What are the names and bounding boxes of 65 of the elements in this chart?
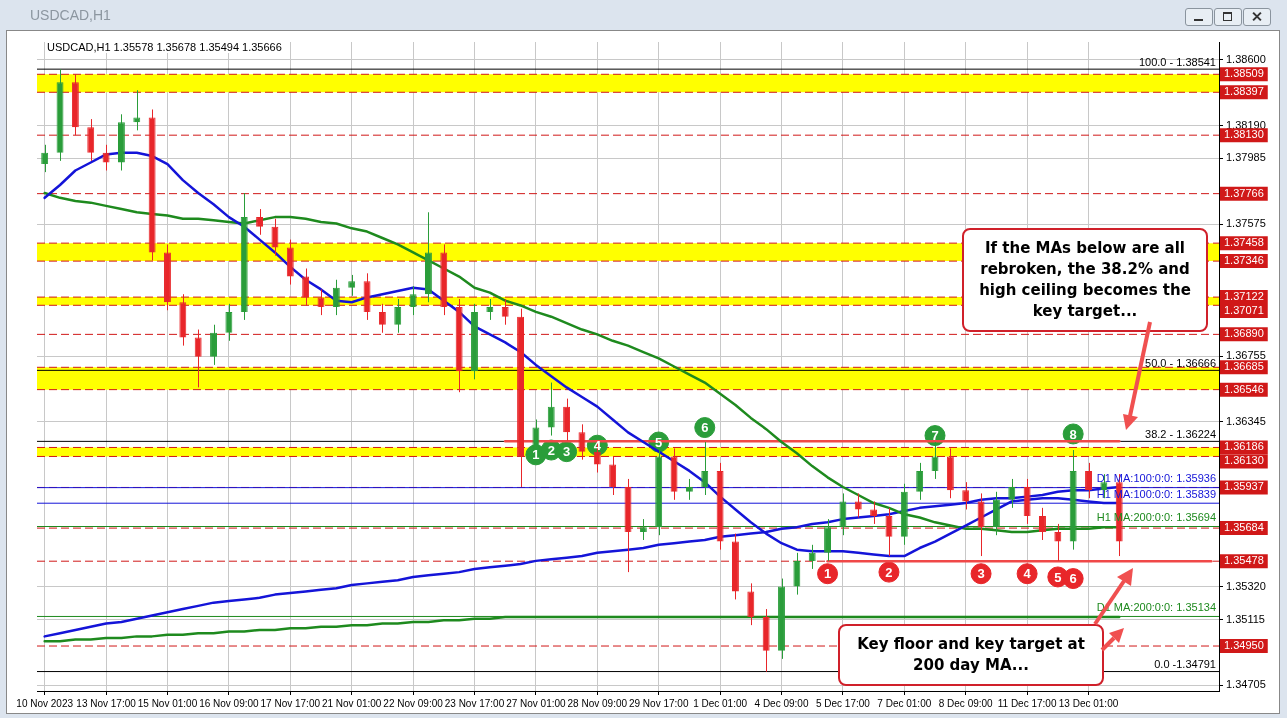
y-tick-label: 1.36345 [1226,414,1266,427]
x-tick-label: 17 Nov 17:00 [260,697,321,709]
ref-line-label: 1.35937 [1224,480,1264,493]
x-tick-label: 16 Nov 09:00 [199,697,260,709]
x-tick-label: 5 Dec 17:00 [815,697,871,709]
x-tick-label: 23 Nov 17:00 [444,697,505,709]
x-tick-label: 10 Nov 2023 [16,697,74,709]
x-tick-label: 8 Dec 09:00 [938,697,994,709]
annotation: 5 [1054,569,1062,585]
y-tick-label: 1.38190 [1226,118,1266,131]
annotation: 100.0 - 1.38541 [1138,55,1216,68]
ref-line-label: 1.38130 [1224,128,1264,141]
ref-line-label: 1.37458 [1224,236,1264,249]
ref-line-label: 1.37346 [1224,254,1264,267]
ref-line-label: 1.37766 [1224,186,1264,199]
ref-line-label: 1.34950 [1224,639,1264,652]
annotation: 2 [885,564,893,580]
annotation: 1 [823,566,832,582]
annotation: 38.2 - 1.36224 [1145,427,1216,440]
annotation: 6 [701,420,709,436]
ref-line-label: 1.37071 [1224,304,1264,317]
y-tick-label: 1.35320 [1226,579,1266,592]
x-tick-label: 21 Nov 01:00 [321,697,382,709]
annotation: 7 [931,428,939,444]
x-tick-label: 27 Nov 01:00 [506,697,567,709]
chart-subtitle: USDCAD,H1 1.35578 1.35678 1.35494 1.35666 [47,41,282,53]
annotation: Key floor and key target at 200 day MA... [838,624,1104,686]
y-tick-label: 1.36755 [1226,349,1266,362]
x-tick-label: 4 Dec 09:00 [754,697,809,709]
ref-line-label: 1.38397 [1224,85,1264,98]
ref-line-label: 1.36186 [1224,440,1264,453]
x-tick-label: 15 Nov 01:00 [137,697,198,709]
ref-line-label: 1.36685 [1224,360,1264,373]
annotation: 0.0 -1.34791 [1154,658,1216,671]
x-tick-label: 1 Dec 01:00 [693,697,748,709]
annotation: 3 [977,566,985,582]
y-tick-label: 1.38600 [1226,52,1266,65]
x-tick-label: 22 Nov 09:00 [383,697,444,709]
annotation: 3 [562,444,571,460]
x-tick-label: 13 Dec 01:00 [1058,697,1119,709]
ref-line-label: 1.35478 [1224,554,1264,567]
ref-line-label: 1.36890 [1224,327,1264,340]
ref-line-label: 1.35684 [1224,521,1264,534]
ref-line-label: 1.37122 [1224,290,1264,303]
x-tick-label: 7 Dec 01:00 [877,697,932,709]
annotation: 2 [547,442,555,458]
x-tick-label: 13 Nov 17:00 [76,697,137,709]
annotation: 50.0 - 1.36666 [1145,356,1216,369]
annotation: 6 [1069,571,1077,587]
annotation: 1 [532,447,540,463]
y-tick-label: 1.35115 [1226,612,1265,625]
y-tick-label: 1.34705 [1226,678,1266,691]
x-tick-label: 29 Nov 17:00 [628,697,689,709]
ref-line-label: 1.36130 [1224,454,1264,467]
annotation: 8 [1069,426,1077,442]
annotation: 4 [593,437,602,453]
ref-line-label: 1.36546 [1224,382,1264,395]
annotation: 4 [1023,566,1032,582]
y-tick-label: 1.37575 [1226,217,1266,230]
ref-line-label: 1.38509 [1224,67,1264,80]
annotation: If the MAs below are all rebroken, the 38.2% and high ceiling becomes the key target... [962,228,1208,332]
x-tick-label: 28 Nov 09:00 [567,697,628,709]
y-tick-label: 1.37985 [1226,151,1266,164]
x-tick-label: 11 Dec 17:00 [997,697,1057,709]
chart-title: USDCAD,H1 [30,7,111,23]
